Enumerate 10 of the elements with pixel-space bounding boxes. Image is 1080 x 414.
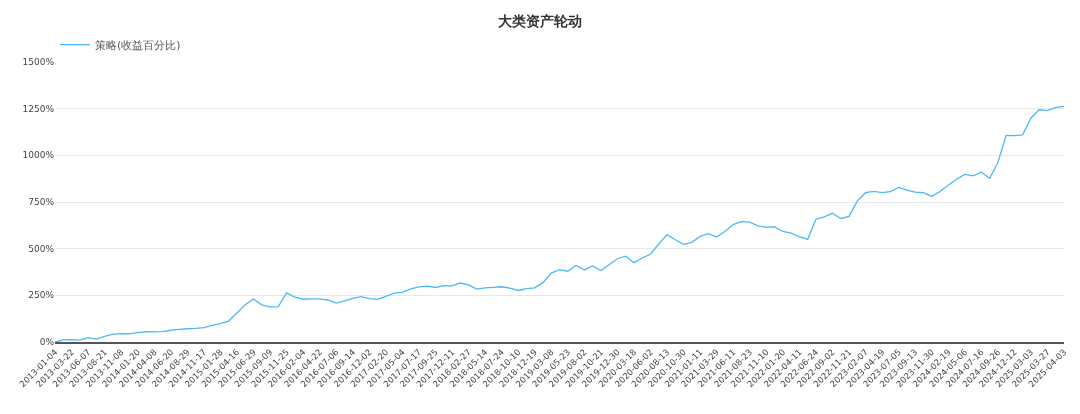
y-tick-label: 1250% [22, 103, 55, 114]
y-tick-label: 0% [39, 337, 55, 348]
y-tick-label: 750% [28, 197, 55, 208]
y-tick-label: 1500% [22, 57, 55, 68]
legend-label: 策略(收益百分比) [95, 38, 181, 52]
y-tick-label: 1000% [22, 150, 55, 161]
y-tick-label: 500% [28, 243, 55, 254]
line-series [55, 105, 1064, 342]
y-tick-label: 250% [28, 290, 55, 301]
chart-title: 大类资产轮动 [498, 13, 582, 30]
